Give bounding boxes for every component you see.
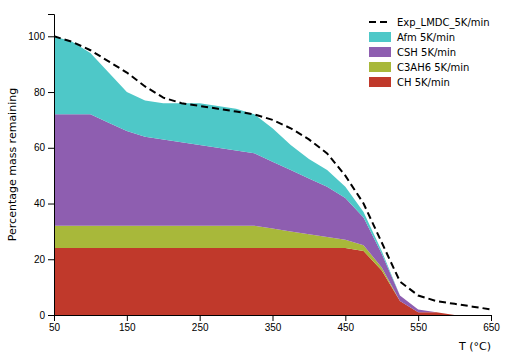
y-tick: 40 — [34, 198, 54, 209]
y-axis: 0 20 40 60 80 100 — [28, 15, 54, 321]
legend-swatch — [369, 47, 391, 57]
x-tick-label: 150 — [119, 322, 136, 333]
y-tick: 100 — [28, 31, 54, 42]
y-tick-label: 40 — [34, 198, 46, 209]
plot: 50 150 250 350 450 550 650 0 20 40 60 80 100 T (°C) Pe… — [6, 15, 500, 354]
x-tick-mark — [200, 315, 201, 321]
y-tick-mark — [48, 36, 54, 37]
x-tick-label: 50 — [49, 322, 61, 333]
legend-label: Exp_LMDC_5K/min — [397, 17, 490, 29]
legend-item: Exp_LMDC_5K/min — [369, 17, 490, 29]
y-tick-label: 100 — [28, 31, 45, 42]
x-tick-label: 450 — [337, 322, 354, 333]
x-tick-mark — [418, 315, 419, 321]
area — [54, 226, 491, 315]
chart: 50 150 250 350 450 550 650 0 20 40 60 80 100 T (°C) Pe… — [0, 0, 505, 357]
x-tick: 650 — [483, 315, 500, 333]
x-tick-mark — [345, 315, 346, 321]
x-tick-mark — [273, 315, 274, 321]
y-tick-mark — [48, 315, 54, 316]
legend-label: CH 5K/min — [397, 77, 450, 88]
y-tick-label: 20 — [34, 254, 46, 265]
legend-swatch — [369, 32, 391, 42]
x-tick: 250 — [192, 315, 209, 333]
y-axis-line — [48, 15, 55, 316]
legend-label: C3AH6 5K/min — [397, 62, 469, 73]
y-tick: 0 — [39, 310, 54, 321]
legend-swatch — [369, 77, 391, 87]
area — [54, 248, 491, 315]
x-tick: 50 — [49, 315, 61, 333]
y-tick: 60 — [34, 142, 54, 153]
y-axis-title: Percentage mass remaining — [6, 88, 19, 241]
x-tick-label: 550 — [410, 322, 427, 333]
line — [54, 36, 491, 309]
x-axis-title: T (°C) — [458, 340, 491, 353]
y-tick-mark — [48, 148, 54, 149]
x-tick-mark — [127, 315, 128, 321]
legend-label: Afm 5K/min — [397, 32, 455, 43]
legend: Exp_LMDC_5K/min Afm 5K/min CSH 5K/min C3AH6… — [369, 17, 490, 88]
marks — [54, 36, 491, 315]
x-tick: 350 — [265, 315, 282, 333]
y-tick: 80 — [34, 87, 54, 98]
y-tick: 20 — [34, 254, 54, 265]
x-tick-mark — [491, 315, 492, 321]
legend-swatch — [369, 21, 391, 23]
x-axis-line — [55, 316, 492, 322]
y-tick-mark — [48, 259, 54, 260]
legend-item: CH 5K/min — [369, 77, 450, 88]
x-tick: 450 — [337, 315, 354, 333]
y-tick-mark — [48, 92, 54, 93]
x-tick-label: 350 — [265, 322, 282, 333]
legend-item: C3AH6 5K/min — [369, 62, 469, 73]
legend-swatch — [369, 62, 391, 72]
legend-item: Afm 5K/min — [369, 32, 455, 43]
y-tick-mark — [48, 204, 54, 205]
x-tick-label: 650 — [483, 322, 500, 333]
y-tick-label: 80 — [34, 87, 46, 98]
x-tick: 150 — [119, 315, 136, 333]
x-axis: 50 150 250 350 450 550 650 — [49, 315, 500, 333]
y-tick-label: 0 — [39, 310, 45, 321]
y-tick-label: 60 — [34, 142, 46, 153]
legend-item: CSH 5K/min — [369, 47, 456, 58]
x-tick: 550 — [410, 315, 427, 333]
area — [54, 36, 491, 315]
legend-label: CSH 5K/min — [397, 47, 456, 58]
x-tick-label: 250 — [192, 322, 209, 333]
